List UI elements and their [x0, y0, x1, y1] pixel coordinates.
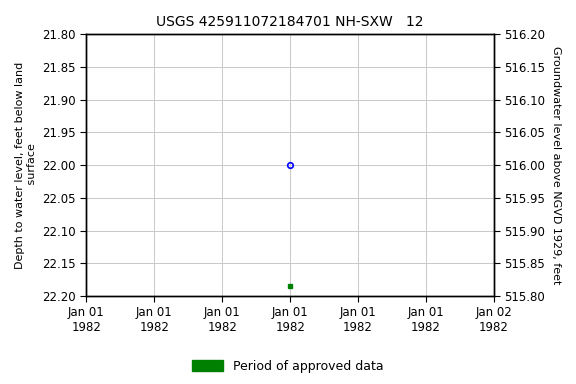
- Title: USGS 425911072184701 NH-SXW   12: USGS 425911072184701 NH-SXW 12: [156, 15, 424, 29]
- Y-axis label: Groundwater level above NGVD 1929, feet: Groundwater level above NGVD 1929, feet: [551, 46, 561, 285]
- Legend: Period of approved data: Period of approved data: [187, 355, 389, 378]
- Y-axis label: Depth to water level, feet below land
 surface: Depth to water level, feet below land su…: [15, 61, 37, 269]
